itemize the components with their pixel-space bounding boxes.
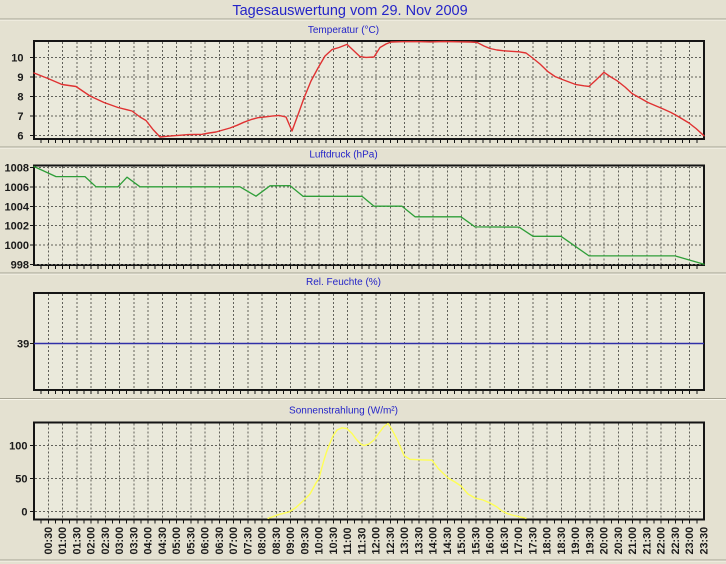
svg-text:1004: 1004 [5,201,30,213]
svg-text:10:00: 10:00 [314,527,326,555]
svg-text:07:00: 07:00 [228,527,240,555]
svg-text:Luftdruck (hPa): Luftdruck (hPa) [309,149,377,160]
svg-text:21:00: 21:00 [627,527,639,555]
svg-text:09:30: 09:30 [299,527,311,555]
svg-text:11:00: 11:00 [342,527,354,554]
svg-text:1000: 1000 [5,240,29,252]
svg-text:07:30: 07:30 [242,527,254,555]
svg-text:08:30: 08:30 [271,527,283,555]
svg-text:16:30: 16:30 [499,527,511,555]
svg-text:8: 8 [17,92,23,104]
svg-text:13:00: 13:00 [399,527,411,555]
svg-text:08:00: 08:00 [257,527,269,555]
svg-text:23:30: 23:30 [699,527,711,555]
svg-text:04:00: 04:00 [143,527,155,555]
svg-text:18:00: 18:00 [542,527,554,555]
svg-text:11:30: 11:30 [356,527,368,554]
svg-text:06:00: 06:00 [200,527,212,555]
svg-text:16:00: 16:00 [485,527,497,555]
svg-text:1006: 1006 [5,182,29,194]
svg-text:02:00: 02:00 [86,527,98,555]
svg-text:10:30: 10:30 [328,527,340,555]
svg-text:14:00: 14:00 [428,527,440,555]
svg-text:22:00: 22:00 [656,527,668,555]
svg-text:998: 998 [11,260,29,272]
svg-text:1002: 1002 [5,221,29,233]
svg-text:00:30: 00:30 [43,527,55,555]
svg-text:15:00: 15:00 [456,527,468,555]
svg-text:01:30: 01:30 [71,527,83,555]
svg-text:02:30: 02:30 [100,527,112,555]
svg-text:18:30: 18:30 [556,527,568,555]
svg-text:6: 6 [17,131,23,143]
svg-text:Sonnenstrahlung (W/m²): Sonnenstrahlung (W/m²) [289,406,398,417]
svg-text:1008: 1008 [5,163,29,175]
svg-text:21:30: 21:30 [642,527,654,555]
svg-text:13:30: 13:30 [413,527,425,555]
svg-text:17:30: 17:30 [527,527,539,555]
svg-text:04:30: 04:30 [157,527,169,555]
svg-text:17:00: 17:00 [513,527,525,555]
svg-text:39: 39 [17,339,29,351]
svg-text:20:30: 20:30 [613,527,625,555]
svg-text:19:30: 19:30 [585,527,597,555]
svg-text:03:00: 03:00 [114,527,126,555]
svg-text:9: 9 [17,72,23,84]
svg-text:23:00: 23:00 [684,527,696,555]
svg-text:0: 0 [21,507,27,519]
svg-text:Temperatur (°C): Temperatur (°C) [308,25,379,36]
svg-text:06:30: 06:30 [214,527,226,555]
svg-text:22:30: 22:30 [670,527,682,555]
svg-text:19:00: 19:00 [570,527,582,555]
svg-text:20:00: 20:00 [599,527,611,555]
svg-text:01:00: 01:00 [57,527,69,555]
svg-text:50: 50 [15,474,27,486]
svg-text:14:30: 14:30 [442,527,454,555]
svg-text:Rel. Feuchte (%): Rel. Feuchte (%) [306,277,381,288]
svg-text:7: 7 [17,111,23,123]
svg-text:100: 100 [9,441,27,453]
svg-text:10: 10 [11,53,23,65]
svg-text:05:00: 05:00 [171,527,183,555]
svg-text:12:00: 12:00 [371,527,383,555]
svg-text:Tagesauswertung vom 29. Nov 20: Tagesauswertung vom 29. Nov 2009 [232,3,467,19]
svg-text:09:00: 09:00 [285,527,297,555]
svg-text:05:30: 05:30 [185,527,197,555]
svg-text:03:30: 03:30 [128,527,140,555]
svg-text:12:30: 12:30 [385,527,397,555]
svg-text:15:30: 15:30 [470,527,482,555]
